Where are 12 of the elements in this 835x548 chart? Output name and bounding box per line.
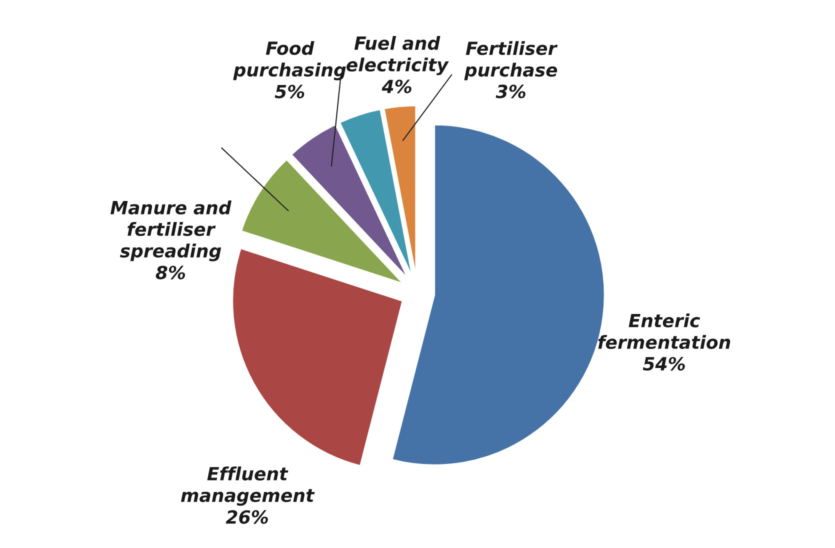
data-label: 4% [382, 80, 412, 94]
slice-label: Enteric fermentation [598, 313, 730, 350]
slice-label: Manure and fertiliser spreading [110, 200, 232, 262]
data-label: 8% [156, 266, 186, 280]
data-label: 5% [274, 84, 304, 98]
data-label: 26% [226, 510, 268, 524]
data-label: 3% [496, 84, 526, 98]
data-label: 54% [642, 356, 685, 371]
slice-label: Fertiliser purchase [464, 41, 558, 80]
slice-label: Effluent management [180, 466, 315, 506]
slice-label: Fuel and electricity [346, 36, 449, 76]
slice-label: Food purchasing [233, 41, 346, 80]
